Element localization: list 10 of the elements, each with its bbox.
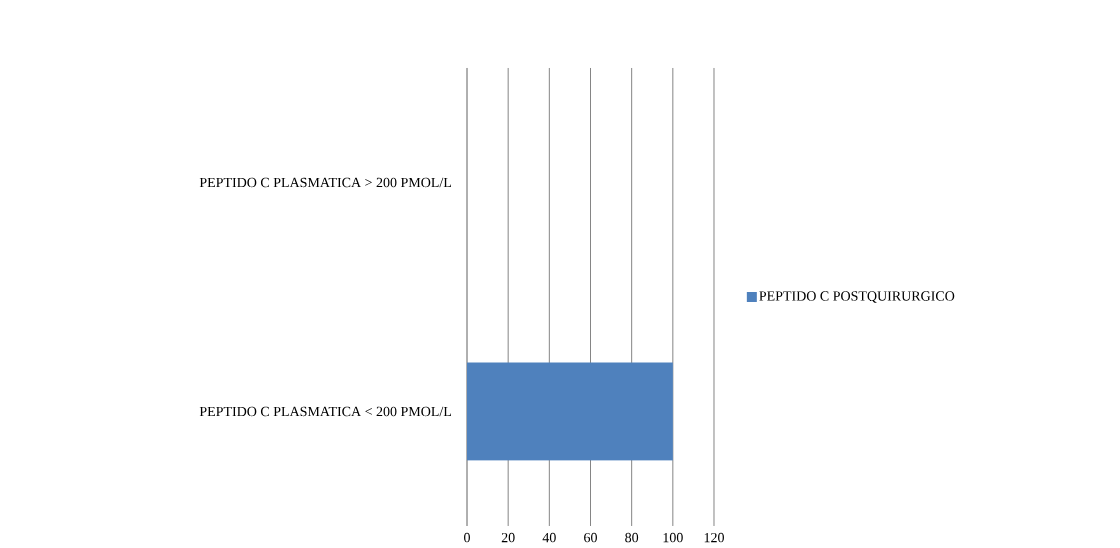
x-tick-label: 20 [501, 532, 515, 543]
y-tick-label: PEPTIDO C PLASMATICA > 200 PMOL/L [199, 177, 452, 188]
x-tick-label: 40 [542, 532, 556, 543]
x-tick-label: 80 [625, 532, 639, 543]
x-tick-label: 0 [464, 532, 470, 543]
x-tick-label: 60 [584, 532, 597, 543]
legend-label: PEPTIDO C POSTQUIRURGICO [759, 291, 955, 303]
y-tick-label: PEPTIDO C PLASMATICA < 200 PMOL/L [199, 406, 452, 417]
x-tick-label: 120 [704, 532, 724, 543]
x-tick-label: 100 [663, 532, 683, 543]
